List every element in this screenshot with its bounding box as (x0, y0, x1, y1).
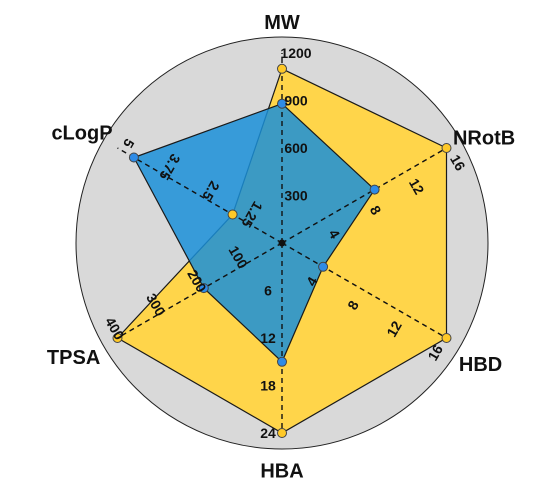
series-1-point-hbd (318, 261, 329, 272)
series-0-point-hbd (441, 333, 452, 343)
axis-line-clogp (117, 147, 283, 244)
axes-layer (117, 53, 447, 433)
series-0-point-mw (277, 63, 287, 74)
tick-label-hba-2: 12 (260, 330, 276, 346)
center-point (278, 239, 286, 247)
series-1-point-tpsa (198, 283, 209, 294)
tick-label-mw-4: 1200 (280, 45, 311, 61)
series-0-point-clogp (227, 209, 238, 220)
series-0-point-hba (277, 428, 287, 438)
axis-title-hbd: HBD (459, 354, 502, 376)
tick-label-hba-1: 6 (264, 283, 272, 299)
points-layer (112, 63, 452, 438)
tick-label-hbd-4: 16 (424, 342, 446, 364)
tick-label-mw-1: 300 (284, 188, 308, 204)
tick-label-hba-3: 18 (260, 378, 276, 394)
series-0-point-tpsa (112, 333, 123, 343)
axis-title-hba: HBA (260, 460, 303, 482)
tick-label-nrotb-3: 12 (406, 176, 428, 198)
tick-label-mw-3: 900 (284, 93, 308, 109)
tick-label-nrotb-4: 16 (447, 152, 469, 174)
axis-title-nrotb: NRotB (453, 127, 515, 149)
series-1-point-mw (277, 98, 287, 109)
axis-line-nrotb (281, 147, 447, 244)
axis-line-hbd (281, 242, 447, 339)
axis-title-clogp: cLogP (51, 123, 112, 145)
axis-title-mw: MW (264, 12, 300, 34)
series-1-point-nrotb (369, 184, 380, 195)
series-0-point-nrotb (441, 143, 452, 153)
axis-title-tpsa: TPSA (47, 347, 100, 369)
tick-label-mw-2: 600 (284, 140, 308, 156)
tick-label-hbd-3: 12 (383, 318, 405, 340)
series-1-point-hba (277, 356, 287, 367)
series-1-point-clogp (128, 152, 139, 163)
tick-label-hba-4: 24 (260, 425, 276, 441)
